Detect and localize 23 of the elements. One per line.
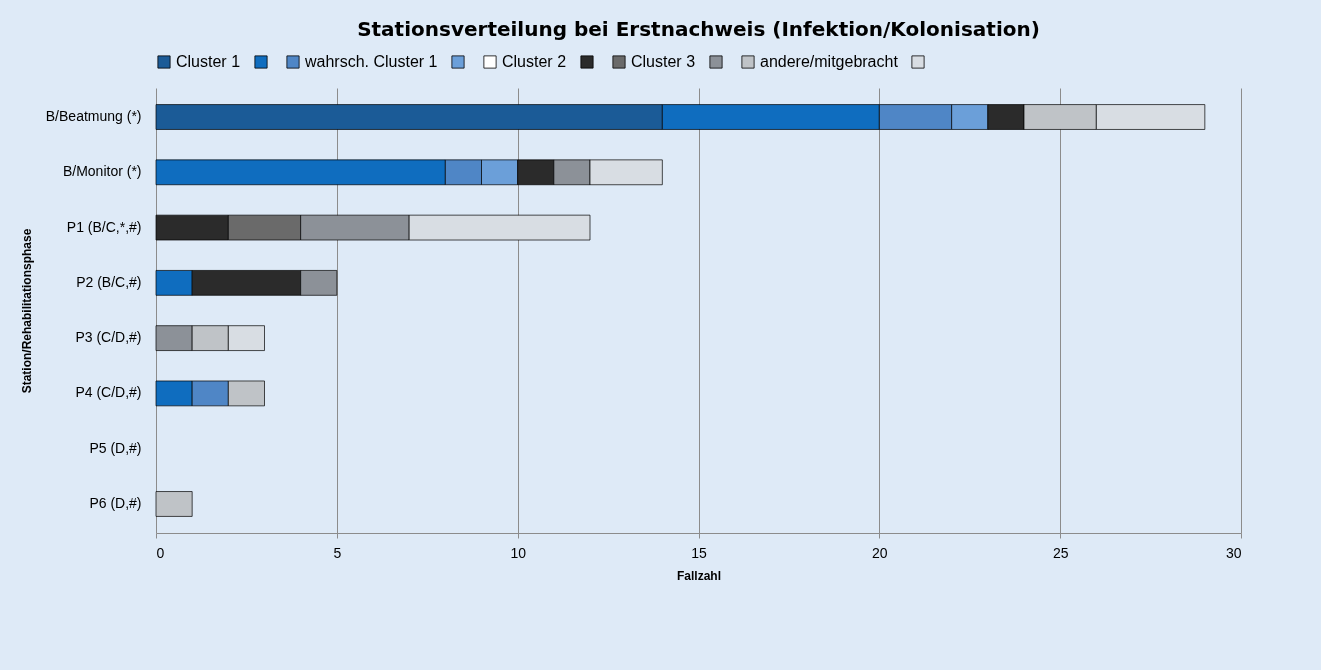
y-tick-label: B/Monitor (*) bbox=[62, 163, 142, 180]
x-tick-label: 25 bbox=[1052, 544, 1069, 561]
y-tick-label: P1 (B/C,*,#) bbox=[66, 218, 142, 235]
legend-label: Cluster 1 bbox=[176, 53, 241, 70]
chart-title: Stationsverteilung bei Erstnachweis (Infektion/Kolonisation) bbox=[357, 17, 1040, 41]
y-tick-label: P2 (B/C,#) bbox=[76, 273, 142, 290]
legend-label: andere/mitgebracht bbox=[760, 53, 899, 70]
x-tick-label: 10 bbox=[510, 544, 527, 561]
y-axis-title: Station/Rehabilitationsphase bbox=[19, 228, 34, 394]
y-tick-label: P3 (C/D,#) bbox=[75, 329, 142, 346]
x-tick-label: 15 bbox=[691, 544, 707, 561]
x-tick-label: 5 bbox=[333, 544, 342, 561]
y-tick-label: B/Beatmung (*) bbox=[45, 108, 142, 125]
y-tick-label: P5 (D,#) bbox=[89, 439, 142, 456]
x-axis-title: Fallzahl bbox=[676, 568, 722, 583]
y-tick-label: P6 (D,#) bbox=[89, 494, 142, 511]
legend-label: Cluster 3 bbox=[631, 53, 696, 70]
x-tick-label: 20 bbox=[872, 544, 888, 561]
legend-label: Cluster 2 bbox=[502, 53, 567, 70]
x-tick-label: 30 bbox=[1225, 544, 1242, 561]
legend-label: wahrsch. Cluster 1 bbox=[304, 53, 438, 70]
y-tick-label: P4 (C/D,#) bbox=[75, 384, 142, 401]
x-tick-label: 0 bbox=[156, 544, 165, 561]
